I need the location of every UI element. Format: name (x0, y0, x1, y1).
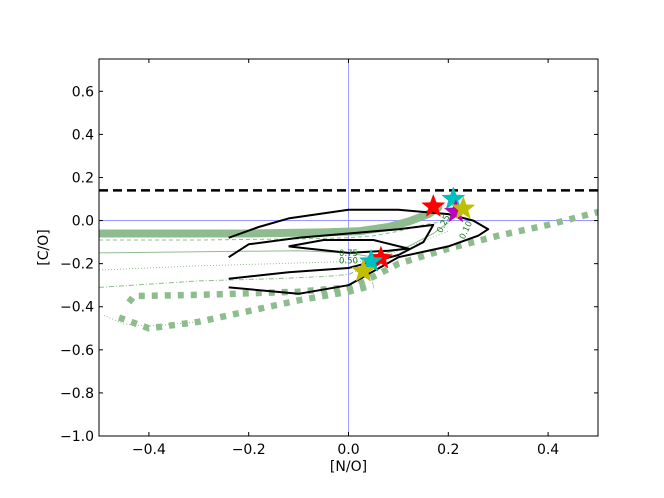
series-line-6 (99, 263, 374, 288)
series-line-4 (99, 222, 449, 258)
series-line-3 (99, 220, 449, 241)
y-tick-label-1: −0.8 (60, 386, 94, 402)
y-tick-label-5: 0.0 (72, 214, 94, 230)
star-marker-5 (358, 248, 384, 272)
x-tick-label-4: 0.4 (537, 442, 559, 458)
star-marker-3 (451, 195, 476, 219)
series-layer (99, 203, 598, 332)
y-tick-label-2: −0.6 (60, 343, 94, 359)
star-marker-1 (441, 186, 466, 210)
reference-lines (99, 59, 598, 436)
series-line-2 (117, 282, 375, 332)
x-tick-label-0: −0.4 (132, 442, 166, 458)
y-tick-label-6: 0.2 (72, 170, 94, 186)
marker-layer (351, 186, 476, 282)
contour-middle (228, 223, 435, 280)
series-line-1 (126, 208, 598, 305)
star-marker-7 (351, 258, 376, 282)
series-line-0 (99, 203, 443, 238)
y-tick-label-7: 0.4 (72, 127, 94, 143)
star-marker-0 (421, 193, 446, 217)
x-tick-label-1: −0.2 (232, 442, 266, 458)
x-tick-label-3: 0.2 (437, 442, 459, 458)
x-axis-label: [N/O] (330, 459, 367, 475)
contour-inner (288, 239, 410, 254)
x-tick-label-2: 0.0 (337, 442, 359, 458)
y-tick-label-0: −1.0 (60, 429, 94, 445)
contour-label-0: 0.75 (339, 249, 358, 259)
series-line-5 (99, 230, 449, 271)
y-tick-label-3: −0.4 (60, 300, 94, 316)
y-tick-label-4: −0.2 (60, 257, 94, 273)
axis-ticks: −0.4 −0.2 0.0 0.2 0.4 −1.0 −0.8 −0.6 −0.4 −0.2 0.0… (60, 59, 598, 458)
y-tick-label-8: 0.6 (72, 84, 94, 100)
contour-label-1: 0.50 (339, 257, 358, 267)
y-axis-label: [C/O] (36, 229, 52, 265)
